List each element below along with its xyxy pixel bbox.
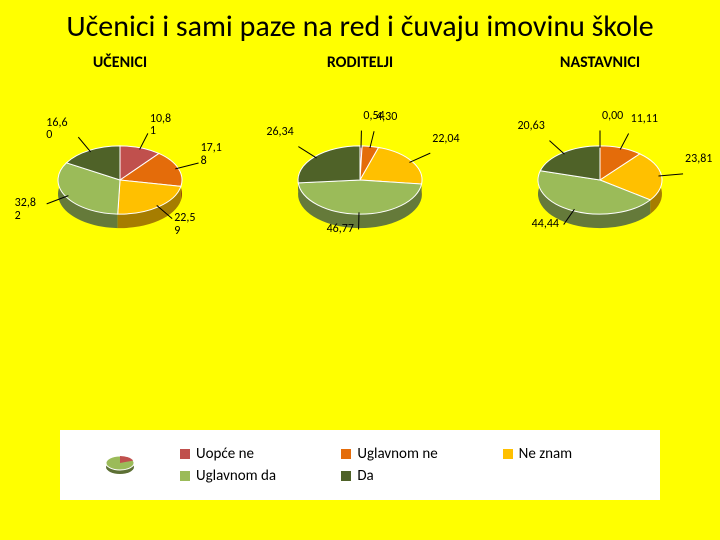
callout-line — [140, 133, 148, 149]
page-title: Učenici i sami paze na red i čuvaju imov… — [0, 0, 720, 45]
slice-label: 22,04 — [432, 133, 459, 146]
slice-label: 26,34 — [266, 126, 293, 139]
legend-item: Ne znam — [503, 445, 652, 463]
legend-label: Uopće ne — [196, 445, 254, 463]
slice-label: 44,44 — [532, 218, 559, 231]
chart-column: RODITELJI0,544,3022,0446,7726,34 — [250, 53, 470, 280]
legend-item: Uopće ne — [180, 445, 329, 463]
callout-line — [658, 173, 683, 175]
legend-label: Uglavnom da — [196, 467, 276, 485]
callout-line — [370, 131, 374, 148]
legend-label: Da — [357, 467, 373, 485]
legend-items: Uopće ne Uglavnom ne Ne znam Uglavnom da Da — [180, 445, 660, 485]
callout-line — [78, 137, 90, 152]
chart-heading: RODITELJI — [327, 53, 393, 72]
callout-line — [620, 133, 628, 149]
slice-label: 4,30 — [376, 111, 397, 124]
slice-label: 0,00 — [602, 110, 623, 123]
callout-line — [409, 153, 430, 162]
chart-column: NASTAVNICI 0,00 11,11 23,81 44,44 20,63 — [490, 53, 710, 280]
slice-label: 32,8 2 — [15, 197, 36, 222]
slide: Učenici i sami paze na red i čuvaju imov… — [0, 0, 720, 540]
slice-label: 46,77 — [327, 223, 354, 236]
legend-mini-pie-svg — [90, 447, 150, 483]
legend: Uopće ne Uglavnom ne Ne znam Uglavnom da Da — [60, 430, 660, 500]
legend-mini-pie — [60, 447, 180, 483]
callout-line — [298, 146, 316, 158]
callout-line — [175, 162, 198, 168]
legend-label: Ne znam — [519, 445, 573, 463]
legend-item: Uglavnom ne — [341, 445, 490, 463]
pie-chart — [490, 80, 710, 280]
legend-item: Da — [341, 467, 490, 485]
pie-wrap: 0,00 11,11 23,81 44,44 20,63 — [490, 80, 710, 280]
slice-label: 23,81 — [685, 153, 712, 166]
legend-swatch — [503, 449, 513, 459]
slice-label: 16,6 0 — [46, 117, 67, 142]
pie-slice — [298, 145, 360, 182]
legend-swatch — [341, 471, 351, 481]
legend-label: Uglavnom ne — [357, 445, 437, 463]
pie-chart — [250, 80, 470, 280]
chart-column: UČENICI 10,8 1 17,1 8 22,5 9 32,8 2 16,6 0 — [10, 53, 230, 280]
chart-heading: NASTAVNICI — [560, 53, 640, 72]
legend-swatch — [180, 471, 190, 481]
legend-swatch — [180, 449, 190, 459]
chart-heading: UČENICI — [93, 53, 147, 72]
legend-swatch — [341, 449, 351, 459]
legend-item: Uglavnom da — [180, 467, 329, 485]
pie-chart — [10, 80, 230, 280]
slice-label: 11,11 — [631, 113, 658, 126]
slice-label: 20,63 — [517, 120, 544, 133]
callout-line — [549, 140, 564, 154]
slice-label: 17,1 8 — [201, 142, 222, 167]
pie-wrap: 10,8 1 17,1 8 22,5 9 32,8 2 16,6 0 — [10, 80, 230, 280]
pie-wrap: 0,544,3022,0446,7726,34 — [250, 80, 470, 280]
slice-label: 22,5 9 — [174, 212, 195, 237]
slice-label: 10,8 1 — [150, 113, 171, 138]
charts-row: UČENICI 10,8 1 17,1 8 22,5 9 32,8 2 16,6 0 ROD… — [0, 53, 720, 280]
